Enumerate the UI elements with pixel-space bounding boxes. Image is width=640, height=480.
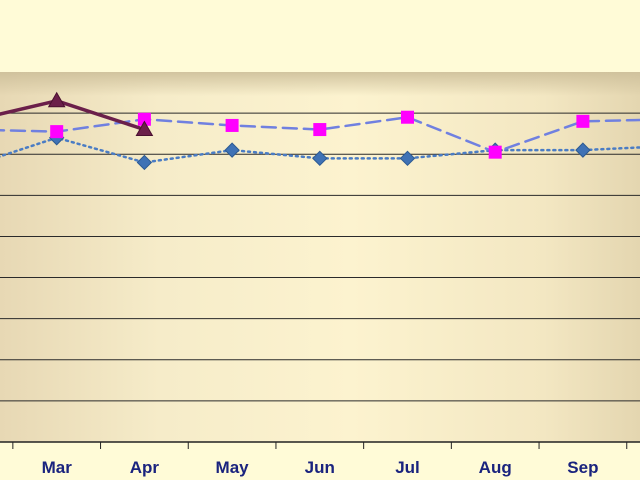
x-tick-label: Mar [42,458,73,477]
data-point [135,120,154,137]
data-point [312,150,328,167]
x-tick-label: Sep [567,458,598,477]
data-point [136,154,153,171]
x-tick-labels: Mar Apr May Jun Jul Aug Sep [42,458,599,477]
data-point [575,142,591,158]
data-point [401,110,414,124]
x-axis [0,441,640,449]
plot-top-shade [0,72,640,96]
data-point [225,118,239,132]
data-point [47,91,66,108]
data-point [224,142,240,158]
x-tick-label: May [216,458,250,477]
x-tick-label: Jun [305,458,335,477]
series-2 [0,110,640,159]
series-3 [0,91,154,137]
series-2-line [0,115,640,154]
data-point [313,123,327,137]
data-point [488,145,502,159]
series-layer [0,91,640,171]
x-tick-label: Aug [479,458,512,477]
data-point [137,112,151,126]
x-tick-label: Apr [130,458,160,477]
data-point [399,150,416,167]
data-point [576,114,590,128]
data-point [50,125,64,139]
x-tick-label: Jul [395,458,420,477]
